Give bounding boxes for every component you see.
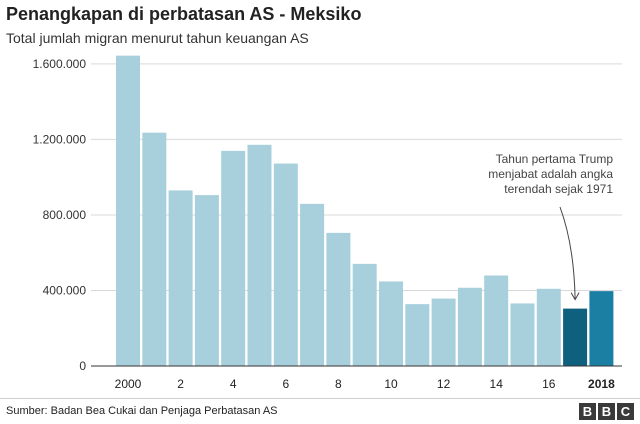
bar <box>457 287 482 366</box>
bar <box>168 190 193 366</box>
x-tick-label: 10 <box>384 377 398 391</box>
bbc-logo: B B C <box>579 403 634 420</box>
bar <box>116 55 140 366</box>
bar <box>431 298 456 366</box>
x-tick-label: 4 <box>230 377 237 391</box>
x-tick-label: 14 <box>490 377 504 391</box>
bar <box>563 308 588 366</box>
bar <box>221 150 246 366</box>
y-tick-label: 1.200.000 <box>33 132 87 146</box>
bar <box>273 163 298 366</box>
bar <box>589 291 614 366</box>
annotation-arrow <box>559 206 576 299</box>
y-tick-label: 1.600.000 <box>33 57 87 71</box>
x-tick-label: 2018 <box>588 377 615 391</box>
bar <box>326 232 351 366</box>
annotation-text: terendah sejak 1971 <box>504 182 613 196</box>
bar <box>379 281 403 366</box>
annotation-arrowhead <box>570 292 580 301</box>
logo-letter: B <box>598 403 615 420</box>
y-tick-label: 0 <box>79 359 86 373</box>
bar <box>300 203 325 366</box>
source-note: Sumber: Badan Bea Cukai dan Penjaga Perb… <box>6 405 278 417</box>
x-tick-label: 8 <box>335 377 342 391</box>
x-tick-label: 2 <box>177 377 184 391</box>
x-tick-label: 6 <box>282 377 289 391</box>
y-tick-label: 400.000 <box>43 283 87 297</box>
bar <box>247 144 272 366</box>
y-tick-label: 800.000 <box>43 208 87 222</box>
bar <box>352 263 377 366</box>
chart-subtitle: Total jumlah migran menurut tahun keuang… <box>6 30 309 46</box>
bar <box>536 288 561 366</box>
bar <box>194 195 219 366</box>
x-tick-label: 16 <box>542 377 556 391</box>
annotation-text: menjabat adalah angka <box>488 167 613 181</box>
bar <box>142 132 167 366</box>
bar <box>405 304 430 366</box>
logo-letter: C <box>617 403 634 420</box>
logo-letter: B <box>579 403 596 420</box>
footer-divider <box>0 398 640 399</box>
chart-title: Penangkapan di perbatasan AS - Meksiko <box>6 4 362 24</box>
bar <box>484 275 509 366</box>
x-tick-label: 12 <box>437 377 451 391</box>
x-tick-label: 2000 <box>115 377 142 391</box>
annotation-text: Tahun pertama Trump <box>496 152 614 166</box>
bar <box>510 303 535 366</box>
